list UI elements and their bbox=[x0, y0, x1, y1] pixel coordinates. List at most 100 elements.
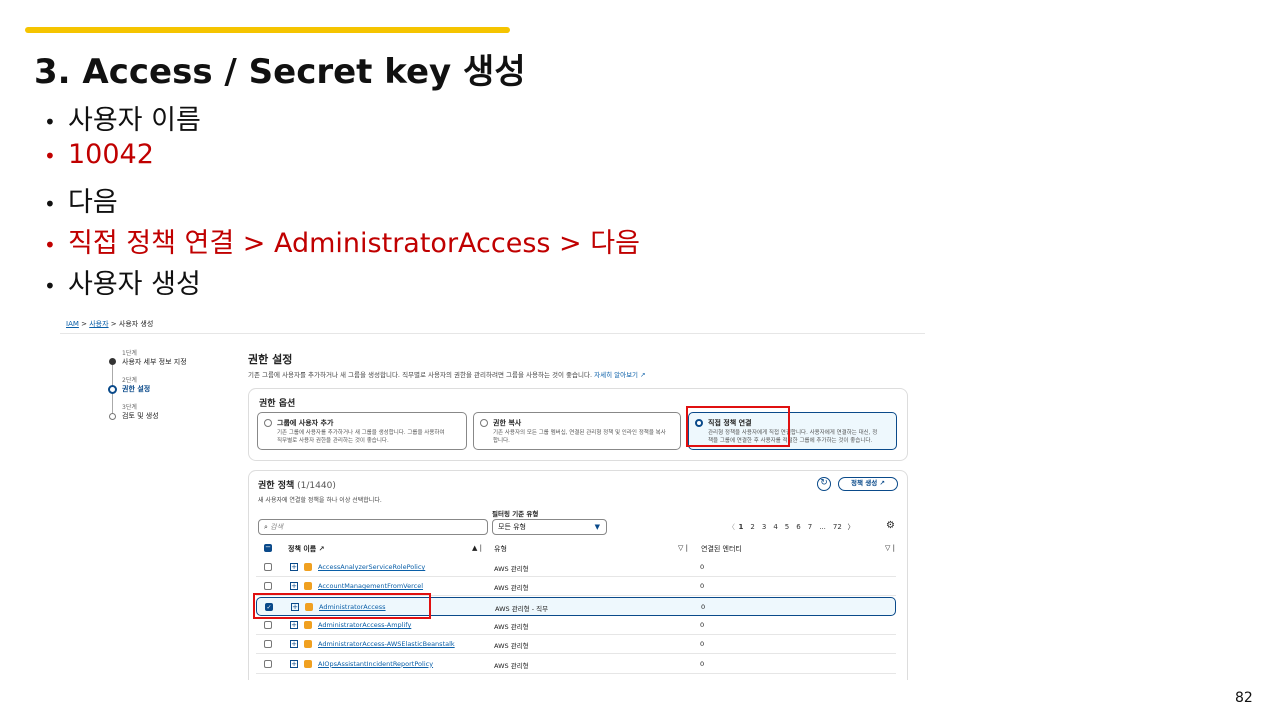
bullet-item: • 다음 bbox=[44, 187, 118, 218]
bullet-dot-icon: • bbox=[44, 273, 56, 298]
create-policy-button[interactable]: 정책 생성 ↗ bbox=[838, 477, 898, 491]
policy-name-link[interactable]: AdministratorAccess-AWSElasticBeanstalk bbox=[318, 640, 455, 649]
page-link[interactable]: 4 bbox=[773, 523, 778, 531]
row-checkbox[interactable] bbox=[264, 640, 272, 649]
breadcrumb-iam[interactable]: IAM bbox=[66, 320, 79, 328]
policy-type: AWS 관리형 bbox=[494, 661, 529, 670]
section-description: 기존 그룹에 사용자를 추가하거나 새 그룹을 생성합니다. 직무별로 사용자의… bbox=[248, 371, 593, 379]
row-checkbox[interactable]: ✓ bbox=[265, 602, 273, 611]
learn-more-link[interactable]: 자세히 알아보기 bbox=[594, 371, 639, 379]
step-2-number: 2단계 bbox=[122, 377, 137, 384]
aws-managed-policy-icon bbox=[305, 602, 313, 611]
policy-name-link[interactable]: AdministratorAccess-Amplify bbox=[318, 620, 412, 629]
policy-name-link[interactable]: AccountManagementFromVercel bbox=[318, 582, 424, 591]
page-link[interactable]: ... bbox=[819, 523, 826, 531]
filter-label: 필터링 기준 유형 bbox=[492, 510, 539, 518]
page-link[interactable]: 3 bbox=[761, 523, 767, 531]
expand-icon[interactable]: + bbox=[290, 563, 298, 571]
row-checkbox[interactable] bbox=[264, 582, 272, 591]
row-checkbox[interactable] bbox=[264, 563, 272, 571]
bullet-item: • 사용자 이름 bbox=[44, 105, 201, 136]
attached-entities: 0 bbox=[700, 640, 705, 649]
aws-console-screenshot: IAM > 사용자 > 사용자 생성 1단계 사용자 세부 정보 지정 2단계 … bbox=[60, 315, 925, 680]
column-policy-name[interactable]: 정책 이름 ↗ bbox=[288, 545, 325, 553]
attached-entities: 0 bbox=[700, 563, 705, 571]
page-link[interactable]: 6 bbox=[796, 523, 801, 531]
page-number: 82 bbox=[1235, 690, 1253, 706]
permission-option[interactable]: 그룹에 사용자 추가 기존 그룹에 사용자를 추가하거나 새 그룹을 생성합니다.… bbox=[257, 412, 467, 450]
step-2-label: 권한 설정 bbox=[122, 385, 151, 393]
filter-type-select[interactable]: 모든 유형 ▼ bbox=[492, 519, 607, 535]
radio-button[interactable] bbox=[695, 419, 703, 427]
step-done-icon bbox=[109, 358, 116, 365]
highlight-box-policy bbox=[253, 593, 431, 619]
bullet-dot-icon: • bbox=[44, 191, 56, 216]
permission-option[interactable]: 권한 복사 기존 사용자의 모든 그룹 멤버십, 연결된 관리형 정책 및 인라인… bbox=[473, 412, 681, 450]
page-link[interactable]: 1 bbox=[738, 523, 744, 531]
permission-option[interactable]: 직접 정책 연결 관리형 정책을 사용자에게 직접 연결합니다. 사용자에게 연결… bbox=[688, 412, 897, 450]
policies-title: 권한 정책 bbox=[258, 481, 295, 491]
policy-name-link[interactable]: AccessAnalyzerServiceRolePolicy bbox=[318, 563, 426, 571]
policy-type: AWS 관리형 bbox=[494, 622, 529, 631]
select-all-checkbox[interactable]: − bbox=[264, 543, 272, 552]
table-row[interactable]: + AdministratorAccess-Amplify AWS 관리형 0 bbox=[256, 616, 896, 635]
bullet-dot-icon: • bbox=[44, 109, 56, 134]
step-pending-icon bbox=[109, 413, 116, 420]
bullet-dot-icon: • bbox=[44, 232, 56, 257]
step-1-label[interactable]: 사용자 세부 정보 지정 bbox=[122, 358, 187, 366]
policies-subtitle: 새 사용자에 연결할 정책을 하나 이상 선택합니다. bbox=[258, 497, 382, 504]
bullet-item: • 10042 bbox=[44, 139, 154, 170]
section-title: 권한 설정 bbox=[248, 353, 293, 366]
page-link[interactable]: 72 bbox=[832, 523, 842, 531]
search-input[interactable]: ⌕ 검색 bbox=[258, 519, 488, 535]
expand-icon[interactable]: + bbox=[291, 602, 299, 611]
policy-type: AWS 관리형 bbox=[494, 642, 529, 651]
expand-icon[interactable]: + bbox=[290, 659, 298, 668]
permission-policies-card bbox=[248, 470, 908, 680]
policy-name-link[interactable]: AdministratorAccess bbox=[319, 602, 386, 611]
column-type[interactable]: 유형 bbox=[494, 545, 507, 553]
pagination: 〈 1 2 3 4 5 6 7... 72 〉 bbox=[728, 522, 855, 532]
breadcrumb-users[interactable]: 사용자 bbox=[89, 320, 109, 328]
breadcrumb: IAM > 사용자 > 사용자 생성 bbox=[66, 320, 154, 328]
sort-asc-icon[interactable]: ▲ | bbox=[472, 544, 482, 552]
bullet-item: • 직접 정책 연결 > AdministratorAccess > 다음 bbox=[44, 228, 640, 259]
step-3-number: 3단계 bbox=[122, 404, 137, 411]
expand-icon[interactable]: + bbox=[290, 620, 298, 629]
expand-icon[interactable]: + bbox=[290, 582, 298, 591]
prev-page-icon[interactable]: 〈 bbox=[728, 523, 735, 531]
page-link[interactable]: 5 bbox=[784, 523, 790, 531]
step-3-label: 검토 및 생성 bbox=[122, 412, 159, 420]
aws-managed-policy-icon bbox=[304, 640, 312, 649]
sort-icon[interactable]: ▽ | bbox=[678, 544, 688, 552]
highlight-box-option bbox=[686, 406, 790, 447]
next-page-icon[interactable]: 〉 bbox=[845, 523, 855, 531]
table-row[interactable]: + AccessAnalyzerServiceRolePolicy AWS 관리형 0 bbox=[256, 558, 896, 577]
column-entities[interactable]: 연결된 엔터티 bbox=[701, 545, 742, 553]
radio-button[interactable] bbox=[264, 419, 272, 427]
refresh-icon[interactable]: ↻ bbox=[817, 477, 831, 491]
sort-icon[interactable]: ▽ | bbox=[885, 544, 895, 552]
settings-gear-icon[interactable]: ⚙ bbox=[886, 520, 895, 531]
step-current-icon bbox=[108, 385, 117, 394]
aws-managed-policy-icon bbox=[304, 563, 312, 571]
radio-button[interactable] bbox=[480, 419, 488, 427]
aws-managed-policy-icon bbox=[304, 582, 312, 591]
policy-type: AWS 관리형 bbox=[494, 565, 529, 573]
row-checkbox[interactable] bbox=[264, 620, 272, 629]
divider bbox=[60, 333, 925, 334]
table-row[interactable]: + AccountManagementFromVercel AWS 관리형 0 bbox=[256, 577, 896, 597]
attached-entities: 0 bbox=[700, 659, 705, 668]
page-link[interactable]: 7 bbox=[807, 523, 813, 531]
row-checkbox[interactable] bbox=[264, 659, 272, 668]
aws-managed-policy-icon bbox=[304, 659, 312, 668]
expand-icon[interactable]: + bbox=[290, 640, 298, 649]
table-row[interactable]: ✓ + AdministratorAccess AWS 관리형 - 직무 0 bbox=[256, 596, 896, 616]
policy-name-link[interactable]: AIOpsAssistantIncidentReportPolicy bbox=[318, 659, 434, 668]
policies-count: (1/1440) bbox=[297, 481, 336, 491]
table-row[interactable]: + AdministratorAccess-AWSElasticBeanstalk… bbox=[256, 635, 896, 655]
page-link[interactable]: 2 bbox=[750, 523, 755, 531]
options-title: 권한 옵션 bbox=[259, 399, 296, 409]
attached-entities: 0 bbox=[700, 620, 705, 629]
table-row[interactable]: + AIOpsAssistantIncidentReportPolicy AWS 관… bbox=[256, 655, 896, 674]
